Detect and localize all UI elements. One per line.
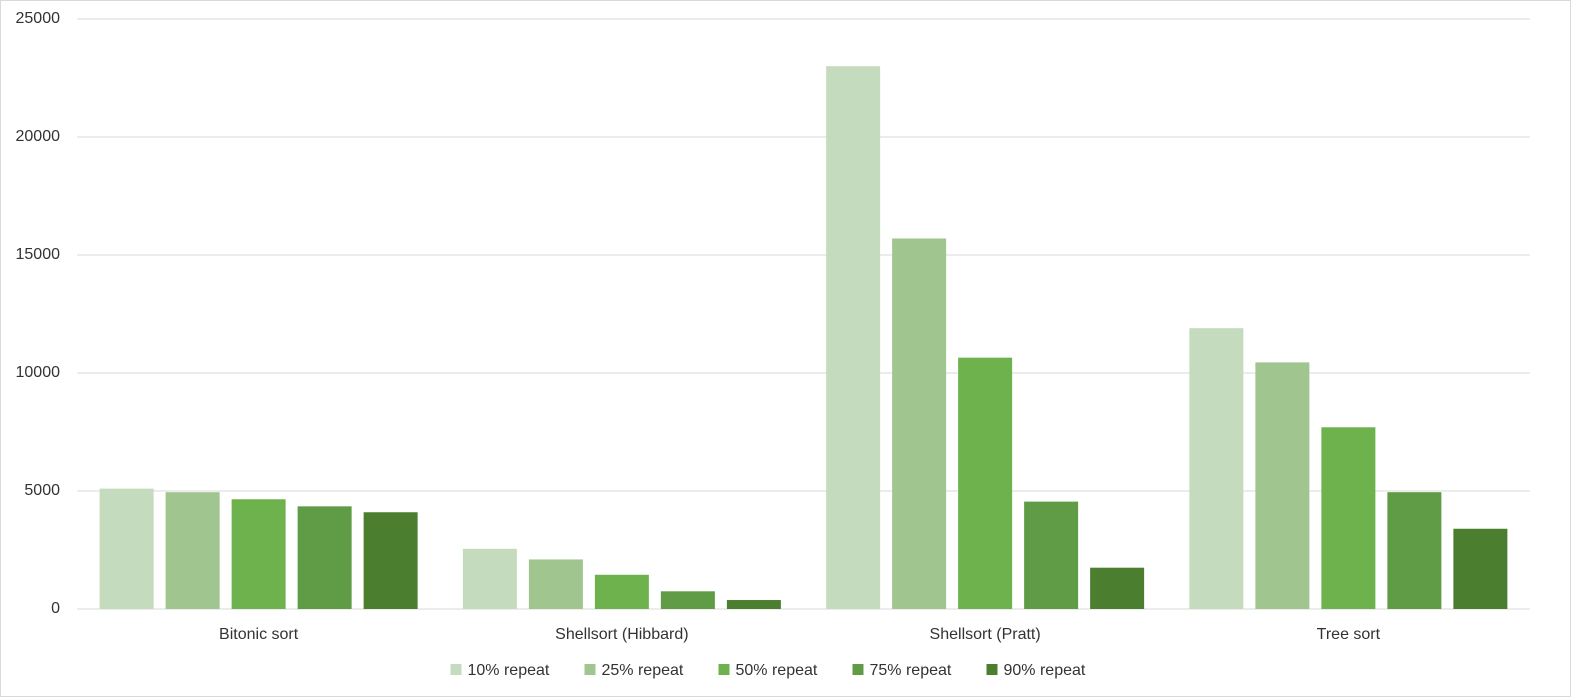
bar bbox=[958, 357, 1013, 609]
bar bbox=[297, 506, 352, 609]
y-tick-label: 20000 bbox=[16, 128, 61, 145]
x-tick-label: Bitonic sort bbox=[219, 626, 299, 643]
bar bbox=[1090, 567, 1145, 609]
bar bbox=[1255, 362, 1310, 609]
bar bbox=[1453, 528, 1508, 609]
legend-swatch bbox=[718, 664, 730, 675]
y-tick-label: 15000 bbox=[16, 246, 61, 263]
legend-label: 50% repeat bbox=[736, 662, 818, 679]
bar bbox=[165, 492, 220, 609]
bar bbox=[826, 66, 881, 609]
y-tick-label: 10000 bbox=[16, 364, 61, 381]
bar bbox=[1189, 328, 1244, 609]
y-tick-label: 0 bbox=[51, 600, 60, 617]
legend-swatch bbox=[584, 664, 596, 675]
bar bbox=[231, 499, 286, 609]
x-tick-label: Tree sort bbox=[1317, 626, 1381, 643]
x-tick-label: Shellsort (Hibbard) bbox=[555, 626, 688, 643]
bar bbox=[363, 512, 418, 609]
bar bbox=[660, 591, 715, 609]
bar bbox=[1387, 492, 1442, 609]
bar bbox=[594, 574, 649, 609]
legend-swatch bbox=[450, 664, 462, 675]
legend-label: 10% repeat bbox=[468, 662, 550, 679]
bar bbox=[528, 559, 583, 609]
legend-swatch bbox=[852, 664, 864, 675]
bar bbox=[726, 600, 781, 609]
bar bbox=[892, 238, 947, 610]
legend-label: 75% repeat bbox=[870, 662, 952, 679]
x-tick-label: Shellsort (Pratt) bbox=[930, 626, 1041, 643]
bar bbox=[1024, 501, 1079, 609]
bar bbox=[462, 548, 517, 609]
bar bbox=[99, 488, 154, 609]
y-tick-label: 25000 bbox=[16, 10, 61, 27]
y-tick-label: 5000 bbox=[24, 482, 60, 499]
legend-label: 25% repeat bbox=[602, 662, 684, 679]
legend-swatch bbox=[986, 664, 998, 675]
legend-label: 90% repeat bbox=[1004, 662, 1086, 679]
bar bbox=[1321, 427, 1376, 609]
